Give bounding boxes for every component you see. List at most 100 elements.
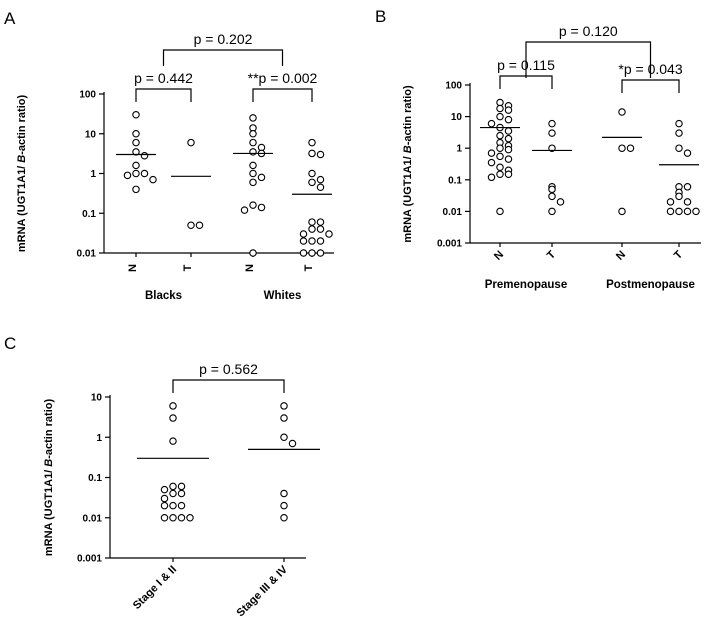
data-point (548, 144, 556, 152)
p-value-label: p = 0.442 (134, 70, 193, 86)
panel-letter-a: A (4, 9, 16, 28)
significance-bracket (252, 88, 313, 102)
data-point (169, 501, 177, 510)
y-tick-label: 1 (96, 433, 102, 444)
data-point (132, 185, 140, 194)
data-point (675, 144, 683, 152)
data-point (618, 207, 626, 216)
group-label: Blacks (145, 290, 182, 302)
y-axis-label: mRNA (UGT1A1/ B-actin ratio) (402, 85, 414, 243)
data-point (496, 131, 504, 140)
data-point (249, 169, 257, 178)
data-point (308, 149, 316, 158)
data-point (308, 218, 316, 226)
data-point (487, 173, 496, 182)
data-point (149, 175, 157, 184)
data-point (618, 144, 626, 152)
x-category-label: T (672, 248, 685, 261)
p-value-label: **p = 0.002 (248, 70, 318, 86)
data-point (187, 221, 195, 229)
y-tick-label: 0.001 (437, 239, 462, 250)
data-point (177, 489, 186, 498)
data-point (186, 513, 194, 522)
data-point (160, 485, 169, 494)
data-point (288, 439, 297, 448)
data-point (316, 225, 325, 233)
data-point (280, 501, 288, 510)
data-point (132, 130, 140, 138)
panel-letter-b: B (375, 7, 386, 26)
y-tick-label: 0.1 (448, 175, 462, 186)
data-point (195, 221, 204, 229)
data-point (249, 161, 257, 170)
y-tick-label: 0.1 (82, 209, 96, 220)
data-point (504, 115, 513, 124)
y-tick-label: 0.001 (77, 554, 102, 565)
data-point (504, 170, 513, 178)
data-point (249, 249, 257, 257)
data-point (308, 169, 316, 178)
y-tick-label: 10 (85, 129, 97, 140)
data-point (280, 513, 288, 522)
data-point (618, 108, 626, 116)
data-point (496, 163, 504, 171)
data-point (160, 494, 169, 503)
data-point (280, 433, 288, 441)
data-point (177, 513, 186, 522)
y-tick-label: 10 (91, 393, 103, 404)
panel-b: B 100 10 1 0.1 0.01 0.001 mRNA (UGT1A1/ B-acti… (375, 7, 701, 291)
x-category-label: Stage III & IV (235, 563, 291, 619)
p-value-label: p = 0.120 (559, 23, 618, 39)
data-point (132, 111, 140, 119)
data-point (140, 169, 149, 178)
data-point (496, 170, 504, 178)
data-point (308, 225, 316, 233)
significance-bracket (135, 88, 192, 102)
significance-bracket (162, 49, 284, 66)
data-point (487, 149, 496, 157)
x-category-label: N (127, 264, 139, 272)
group-label: Premenopause (485, 279, 567, 291)
y-tick-label: 100 (445, 81, 462, 92)
data-point (496, 207, 504, 216)
data-point (487, 119, 496, 128)
x-category-label: T (545, 248, 558, 261)
y-tick-label: 0.01 (83, 513, 103, 524)
data-point (299, 237, 308, 245)
data-point (177, 501, 186, 510)
data-point (299, 230, 308, 238)
group-label: Postmenopause (606, 279, 695, 291)
data-point (308, 138, 316, 147)
data-point (496, 112, 504, 121)
data-point (504, 106, 513, 114)
x-category-label: N (492, 249, 506, 263)
data-point (249, 138, 257, 147)
data-point (123, 171, 132, 180)
data-point (308, 249, 316, 257)
data-point (316, 249, 325, 257)
group-label: Whites (264, 290, 302, 302)
data-point (504, 145, 513, 154)
data-point (325, 230, 333, 238)
y-tick-label: 0.01 (443, 207, 463, 218)
data-point (280, 489, 288, 498)
data-point (280, 402, 288, 410)
data-point (257, 203, 266, 212)
data-point (169, 414, 177, 422)
data-point (675, 129, 683, 137)
data-point (240, 206, 249, 214)
y-tick-label: 10 (451, 112, 463, 123)
data-point (249, 201, 257, 209)
y-tick-label: 0.1 (88, 473, 102, 484)
data-point (169, 402, 177, 410)
y-tick-label: 100 (79, 90, 96, 101)
data-point (504, 127, 513, 135)
data-point (675, 207, 683, 216)
data-point (683, 207, 692, 216)
data-point (316, 218, 325, 226)
data-point (169, 489, 177, 498)
data-point (496, 144, 504, 152)
data-point (308, 178, 316, 187)
data-point (249, 130, 257, 138)
